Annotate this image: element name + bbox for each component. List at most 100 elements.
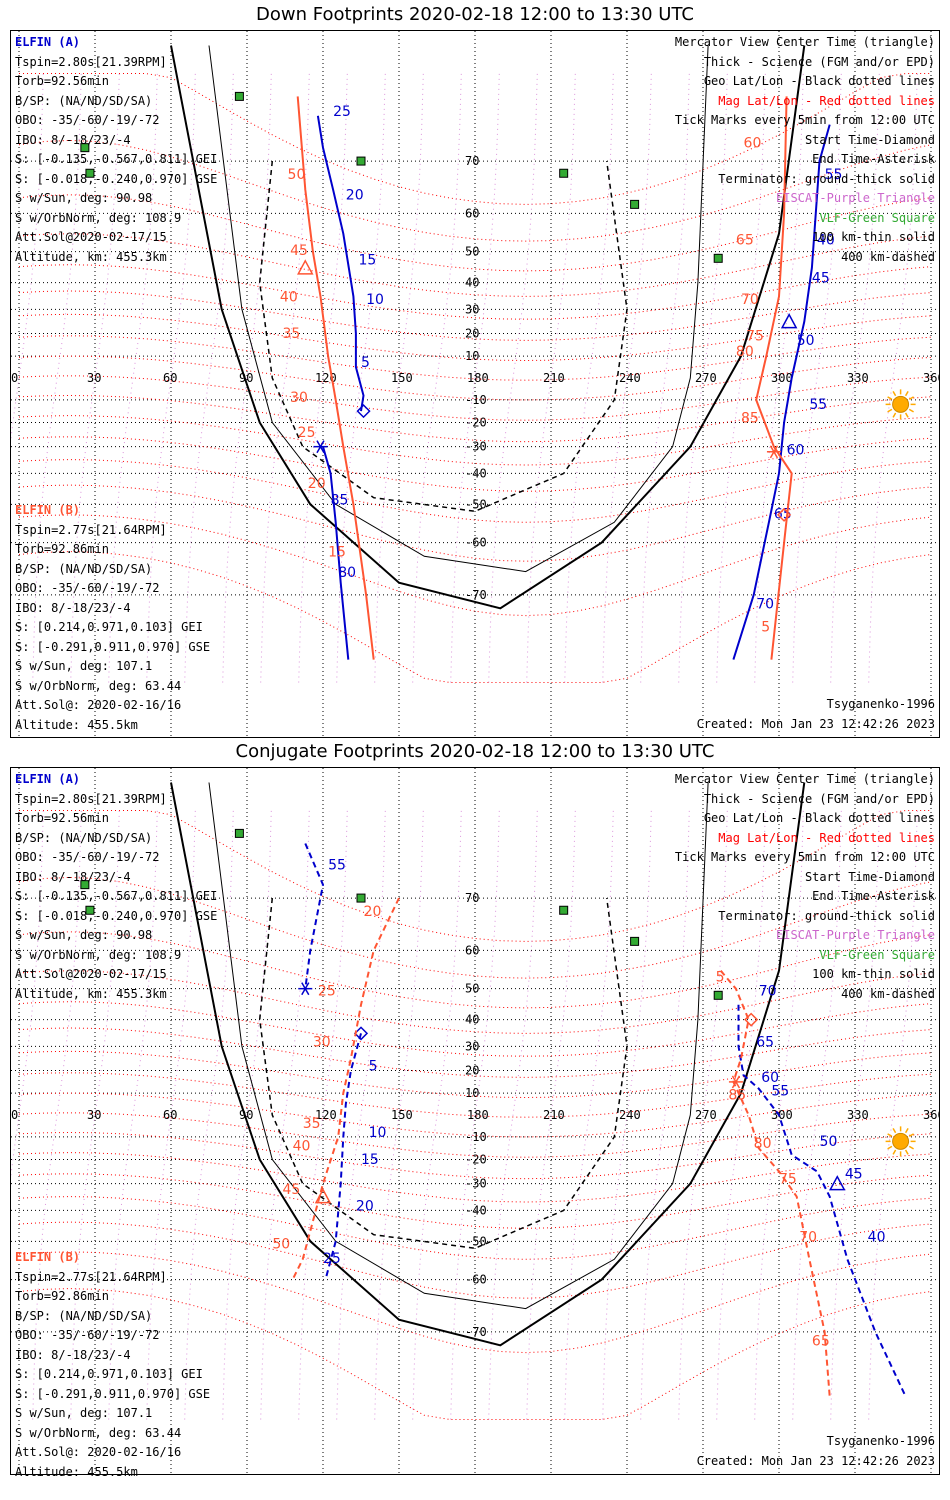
elfin-a-tspin: Tspin=2.80s[21.39RPM] bbox=[15, 54, 167, 69]
map-legend: Mercator View Center Time (triangle) Thi… bbox=[675, 33, 935, 267]
created-timestamp: Created: Mon Jan 23 12:42:26 2023 bbox=[696, 1454, 935, 1468]
track-tick-label: 65 bbox=[756, 1034, 774, 1050]
elfin-b-obo: OBO: -35/-60/-19/-72 bbox=[15, 1328, 160, 1342]
sun-ray bbox=[892, 412, 897, 418]
elfin-a-s-gse: S: [-0.018,-0.240,0.970] GSE bbox=[15, 171, 218, 186]
mag-parallel bbox=[18, 1288, 932, 1420]
mag-parallel bbox=[18, 415, 932, 466]
elfin-b-s-gse: S: [-0.291,0.911,0.970] GSE bbox=[15, 1386, 211, 1401]
vlf-station-icon bbox=[559, 168, 569, 178]
lat-tick-label: 50 bbox=[465, 245, 479, 259]
mag-parallel bbox=[18, 1221, 932, 1299]
lon-tick-label: 330 bbox=[847, 371, 869, 385]
lon-tick-label: 180 bbox=[467, 371, 489, 385]
lon-tick-label: 180 bbox=[467, 1108, 489, 1122]
elfin-a-ibo: IBO: 8/-18/23/-4 bbox=[15, 132, 131, 147]
mag-meridian bbox=[222, 73, 272, 683]
mag-meridian bbox=[526, 810, 576, 1420]
sun-ray bbox=[904, 1128, 909, 1134]
track-tick-label: 20 bbox=[346, 188, 364, 204]
mag-meridian bbox=[868, 73, 918, 683]
track-tick-label: 85 bbox=[331, 492, 349, 508]
elfin-a-bsp: B/SP: (NA/ND/SD/SA) bbox=[15, 830, 153, 845]
lat-tick-label: 30 bbox=[465, 1039, 479, 1053]
mag-meridian bbox=[260, 73, 310, 683]
sun-ray bbox=[904, 391, 909, 397]
track-tick-label: 25 bbox=[318, 983, 336, 999]
lat-tick-label: -10 bbox=[465, 393, 487, 407]
elfin-a-track bbox=[304, 843, 325, 989]
track-tick-label: 65 bbox=[736, 233, 754, 249]
mag-parallel bbox=[18, 290, 932, 341]
mag-meridian bbox=[336, 73, 386, 683]
mag-parallel bbox=[18, 1027, 932, 1078]
elfin-a-tspin: Tspin=2.80s[21.39RPM] bbox=[15, 791, 167, 806]
lat-tick-label: 20 bbox=[465, 1063, 479, 1077]
lon-tick-label: 150 bbox=[391, 371, 413, 385]
mag-parallel bbox=[18, 1131, 932, 1180]
elfin-a-s-orbnorm: S w/OrbNorm, deg: 108.9 bbox=[15, 210, 182, 225]
legend-eiscat: EISCAT-Purple Triangle bbox=[776, 928, 935, 942]
lat-tick-label: -60 bbox=[465, 1273, 487, 1287]
sun-ray bbox=[892, 391, 897, 397]
elfin-b-track bbox=[719, 970, 831, 1397]
track-tick-label: 45 bbox=[282, 1182, 300, 1198]
track-tick-label: 40 bbox=[293, 1138, 311, 1154]
legend-400km: 400 km-dashed bbox=[841, 249, 935, 264]
mag-meridian bbox=[716, 73, 766, 683]
mag-meridian bbox=[754, 73, 804, 683]
track-tick-label: 80 bbox=[754, 1136, 772, 1152]
elfin-a-label: ELFIN (A) bbox=[15, 35, 81, 49]
elfin-b-s-sun: S w/Sun, deg: 107.1 bbox=[15, 659, 153, 673]
elfin-b-track bbox=[296, 96, 375, 660]
end-asterisk-icon bbox=[769, 445, 779, 459]
elfin-b-label: ELFIN (B) bbox=[15, 503, 81, 517]
mag-meridian bbox=[450, 810, 500, 1420]
mag-meridian bbox=[602, 73, 652, 683]
track-tick-label: 5 bbox=[361, 355, 370, 371]
elfin-a-att-sol: Att.Sol@2020-02-17/15 bbox=[15, 230, 167, 244]
legend-terminator: Terminator: ground-thick solid bbox=[718, 908, 935, 923]
track-tick-label: 45 bbox=[812, 271, 830, 287]
lon-tick-label: 300 bbox=[771, 371, 793, 385]
track-tick-label: 35 bbox=[282, 326, 300, 342]
lon-tick-label: 270 bbox=[695, 1108, 717, 1122]
mag-parallel bbox=[18, 194, 932, 272]
elfin-b-info: ELFIN (B) Tspin=2.77s[21.64RPM] Torb=92.… bbox=[15, 501, 210, 735]
mag-meridian bbox=[488, 810, 538, 1420]
lat-tick-label: 70 bbox=[465, 891, 479, 905]
lon-tick-label: 210 bbox=[543, 371, 565, 385]
start-diamond-icon bbox=[777, 507, 792, 522]
elfin-a-s-sun: S w/Sun, deg: 90.98 bbox=[15, 928, 153, 942]
end-asterisk-icon bbox=[731, 1075, 741, 1089]
center-time-triangle-icon bbox=[297, 259, 314, 275]
vlf-station-icon bbox=[356, 893, 366, 903]
down-footprints-map: 0306090120150180210240270300330360706050… bbox=[11, 31, 939, 737]
sun-ray bbox=[887, 408, 893, 413]
track-tick-label: 70 bbox=[741, 292, 759, 308]
legend-vlf: VLF-Green Square bbox=[819, 947, 935, 962]
elfin-b-label: ELFIN (B) bbox=[15, 1250, 81, 1264]
lat-tick-label: -10 bbox=[465, 1130, 487, 1144]
lat-tick-label: -70 bbox=[465, 588, 487, 602]
track-tick-label: 25 bbox=[298, 425, 316, 441]
elfin-a-att-sol: Att.Sol@2020-02-17/15 bbox=[15, 967, 167, 981]
start-diamond-icon bbox=[356, 404, 371, 419]
track-tick-label: 60 bbox=[761, 1070, 779, 1086]
elfin-b-tspin: Tspin=2.77s[21.64RPM] bbox=[15, 1269, 167, 1284]
track-tick-label: 40 bbox=[280, 290, 298, 306]
lat-tick-label: 30 bbox=[465, 302, 479, 316]
legend-end: End Time-Asterisk bbox=[812, 152, 935, 166]
lon-tick-label: 270 bbox=[695, 371, 717, 385]
elfin-b-altitude: Altitude: 455.5km bbox=[15, 717, 138, 732]
sun-ray bbox=[887, 396, 893, 401]
track-tick-label: 50 bbox=[797, 333, 815, 349]
lon-tick-label: 210 bbox=[543, 1108, 565, 1122]
legend-400km: 400 km-dashed bbox=[841, 986, 935, 1001]
lon-tick-label: 60 bbox=[163, 1108, 177, 1122]
elfin-b-s-sun: S w/Sun, deg: 107.1 bbox=[15, 1406, 153, 1420]
lat-tick-label: -50 bbox=[465, 497, 487, 511]
mag-meridian bbox=[564, 810, 614, 1420]
vlf-station-icon bbox=[85, 905, 95, 915]
mag-parallel bbox=[18, 1001, 932, 1057]
